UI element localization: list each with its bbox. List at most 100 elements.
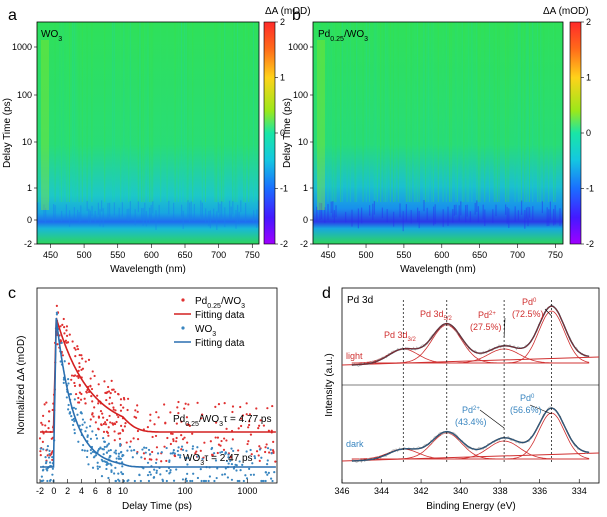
heatmap-stripe bbox=[129, 22, 131, 202]
scatter-point-wo3 bbox=[148, 470, 151, 474]
scatter-point-wo3 bbox=[67, 378, 70, 381]
scatter-point-pd bbox=[116, 392, 120, 396]
heatmap-stripe bbox=[73, 22, 75, 202]
heatmap-stripe bbox=[425, 22, 426, 202]
heatmap-stripe bbox=[81, 22, 83, 202]
scatter-point-wo3 bbox=[271, 479, 274, 483]
x-tick-label: 100 bbox=[178, 486, 193, 496]
scatter-point-wo3 bbox=[207, 479, 210, 483]
scatter-point-pd bbox=[237, 427, 240, 430]
scatter-point-wo3 bbox=[155, 471, 158, 474]
scatter-point-wo3 bbox=[117, 455, 120, 458]
x-tick-label: 1000 bbox=[237, 486, 257, 496]
scatter-point-pd bbox=[247, 440, 250, 443]
scatter-point-pd bbox=[45, 401, 48, 404]
heatmap-band bbox=[102, 208, 104, 228]
heatmap-stripe bbox=[450, 22, 452, 202]
scatter-point-wo3 bbox=[191, 479, 194, 483]
scatter-point-wo3 bbox=[51, 473, 54, 476]
heatmap-band bbox=[521, 200, 523, 215]
heatmap-band bbox=[134, 209, 136, 226]
heatmap-stripe bbox=[62, 22, 64, 202]
heatmap-stripe bbox=[149, 22, 150, 202]
scatter-point-pd bbox=[271, 404, 274, 408]
scatter-point-pd bbox=[125, 441, 128, 444]
scatter-point-wo3 bbox=[91, 466, 95, 469]
scatter-point-wo3 bbox=[72, 406, 76, 409]
heatmap-stripe bbox=[214, 22, 216, 202]
scatter-point-pd bbox=[120, 424, 123, 427]
peak-label-pd0-dark: Pd0 bbox=[520, 393, 535, 403]
scatter-point-pd bbox=[105, 430, 109, 433]
scatter-point-pd bbox=[217, 443, 221, 446]
plot-frame-a bbox=[36, 21, 260, 245]
scatter-point-wo3 bbox=[73, 432, 76, 435]
y-tick-label: 1000 bbox=[288, 42, 308, 52]
y-axis-label-b: Delay Time (ps) bbox=[282, 98, 293, 168]
heatmap-band bbox=[221, 201, 223, 218]
scatter-point-wo3 bbox=[191, 447, 194, 450]
scatter-point-wo3 bbox=[120, 471, 123, 474]
heatmap-stripe bbox=[224, 22, 226, 202]
scatter-point-pd bbox=[70, 378, 73, 381]
legend-label-wo3: WO3 bbox=[195, 324, 216, 338]
x-axis-label-b: Wavelength (nm) bbox=[400, 264, 476, 275]
heatmap-band bbox=[121, 202, 123, 217]
scatter-point-pd bbox=[77, 396, 80, 400]
scatter-point-wo3 bbox=[179, 454, 182, 457]
scatter-point-pd bbox=[129, 440, 132, 443]
scatter-point-pd bbox=[74, 392, 78, 396]
heatmap-band bbox=[482, 204, 484, 220]
scatter-point-wo3 bbox=[121, 465, 124, 468]
sample-label-a: WO3 bbox=[41, 29, 62, 43]
title-d: Pd 3d bbox=[347, 295, 373, 306]
scatter-point-pd bbox=[223, 437, 226, 440]
heatmap-band bbox=[548, 209, 550, 226]
scatter-point-pd bbox=[216, 436, 220, 439]
scatter-point-wo3 bbox=[253, 456, 257, 460]
scatter-point-pd bbox=[106, 391, 109, 394]
heatmap-stripe bbox=[543, 22, 545, 202]
heatmap-stripe bbox=[383, 22, 385, 202]
scatter-point-pd bbox=[257, 454, 260, 457]
heatmap-band bbox=[193, 203, 195, 222]
scatter-point-pd bbox=[62, 317, 65, 321]
heatmap-band bbox=[506, 206, 508, 224]
scatter-point-pd bbox=[112, 406, 115, 409]
scatter-point-wo3 bbox=[46, 445, 50, 448]
scatter-point-pd bbox=[155, 458, 158, 461]
scatter-point-wo3 bbox=[46, 479, 49, 483]
heatmap-band bbox=[469, 211, 471, 223]
scatter-point-wo3 bbox=[62, 381, 65, 384]
heatmap-stripe bbox=[497, 22, 498, 202]
arrow-pd0-dark bbox=[529, 404, 552, 415]
heatmap-band bbox=[466, 204, 468, 217]
heatmap-band bbox=[373, 200, 375, 215]
scatter-point-pd bbox=[172, 439, 175, 443]
scatter-point-wo3 bbox=[227, 462, 230, 465]
heatmap-band bbox=[129, 200, 131, 219]
x-tick-label: 342 bbox=[414, 486, 429, 496]
scatter-point-pd bbox=[61, 323, 64, 327]
scatter-point-wo3 bbox=[97, 449, 100, 452]
heatmap-stripe bbox=[525, 22, 527, 202]
heatmap-stripe bbox=[237, 22, 238, 202]
heatmap-band bbox=[217, 202, 219, 213]
scatter-point-wo3 bbox=[89, 425, 92, 428]
scatter-point-pd bbox=[43, 403, 46, 406]
scatter-point-pd bbox=[107, 426, 110, 429]
scatter-point-wo3 bbox=[185, 449, 188, 452]
heatmap-stripe bbox=[335, 22, 337, 202]
scatter-point-wo3 bbox=[42, 479, 45, 482]
heatmap-stripe bbox=[346, 22, 348, 202]
scatter-point-wo3 bbox=[232, 449, 235, 453]
scatter-point-wo3 bbox=[97, 447, 101, 451]
heatmap-stripe bbox=[72, 22, 74, 202]
scatter-point-wo3 bbox=[229, 459, 232, 462]
x-tick-label: 450 bbox=[321, 250, 336, 260]
heatmap-stripe bbox=[120, 22, 122, 202]
scatter-point-pd bbox=[66, 341, 70, 344]
heatmap-band bbox=[101, 200, 103, 212]
scatter-point-wo3 bbox=[172, 479, 176, 482]
heatmap-band bbox=[78, 211, 80, 225]
